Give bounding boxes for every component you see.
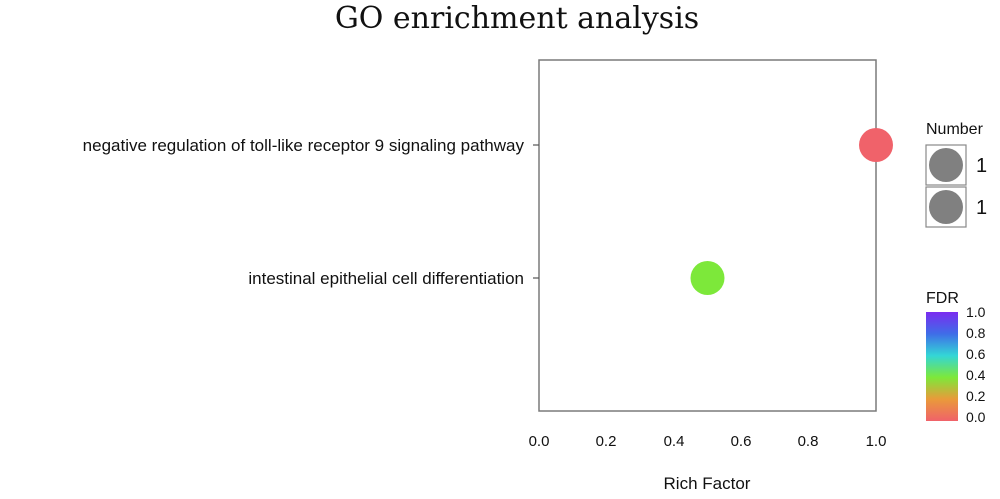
y-category-label: negative regulation of toll-like recepto… bbox=[83, 136, 525, 155]
fdr-tick-label: 0.0 bbox=[966, 409, 986, 425]
x-tick-label: 0.8 bbox=[798, 433, 819, 450]
data-point bbox=[859, 128, 893, 162]
data-points bbox=[690, 128, 893, 295]
fdr-tick-label: 0.4 bbox=[966, 367, 986, 383]
fdr-tick-label: 0.6 bbox=[966, 346, 986, 362]
size-legend: Number 1 1 bbox=[925, 121, 987, 228]
size-legend-key-box bbox=[925, 186, 967, 228]
size-legend-title: Number bbox=[926, 121, 984, 138]
fdr-tick-label: 0.2 bbox=[966, 388, 986, 404]
x-tick-label: 0.0 bbox=[529, 433, 550, 450]
x-tick-label: 1.0 bbox=[866, 433, 887, 450]
size-legend-key-box bbox=[925, 144, 967, 186]
size-legend-value: 1 bbox=[976, 155, 987, 177]
y-axis: negative regulation of toll-like recepto… bbox=[83, 136, 539, 288]
fdr-colorbar bbox=[926, 312, 958, 421]
data-point bbox=[690, 261, 725, 295]
x-axis-title: Rich Factor bbox=[664, 474, 751, 493]
size-legend-marker bbox=[929, 190, 963, 224]
size-legend-marker bbox=[929, 148, 963, 182]
x-tick-label: 0.4 bbox=[664, 433, 685, 450]
size-legend-value: 1 bbox=[976, 197, 987, 219]
x-tick-label: 0.2 bbox=[596, 433, 617, 450]
plot-panel bbox=[538, 59, 877, 412]
fdr-legend-title: FDR bbox=[926, 290, 959, 307]
x-tick-label: 0.6 bbox=[731, 433, 752, 450]
x-axis-ticks: 0.0 0.2 0.4 0.6 0.8 1.0 bbox=[529, 433, 887, 450]
fdr-tick-label: 0.8 bbox=[966, 325, 986, 341]
fdr-color-legend: FDR 1.0 0.8 0.6 0.4 0.2 0.0 bbox=[926, 290, 986, 425]
chart-title: GO enrichment analysis bbox=[335, 1, 699, 36]
fdr-tick-label: 1.0 bbox=[966, 304, 986, 320]
y-category-label: intestinal epithelial cell differentiati… bbox=[248, 269, 524, 288]
